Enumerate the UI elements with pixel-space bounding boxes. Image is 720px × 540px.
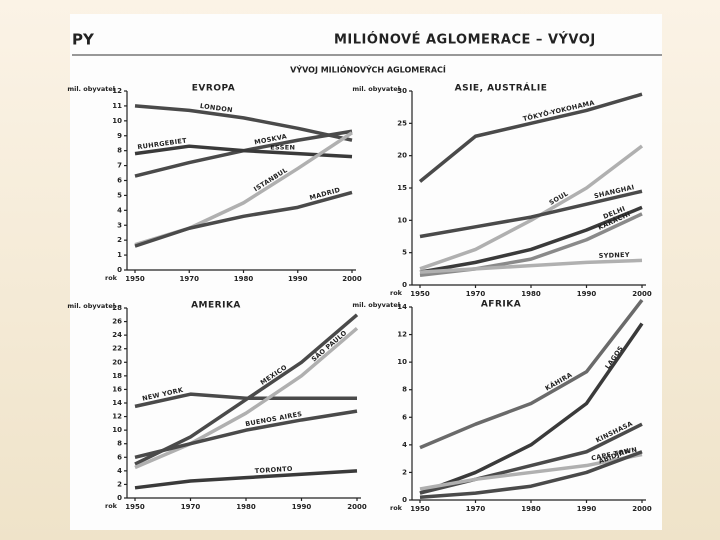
subtitle: VÝVOJ MILIÓNOVÝCH AGLOMERACÍ [290, 64, 446, 75]
y-tick-label: 10 [397, 216, 407, 224]
series-line [134, 190, 353, 248]
y-tick-label: 28 [112, 304, 122, 312]
annotation: ESSEN [270, 144, 295, 152]
y-tick-label: 4 [117, 206, 122, 214]
y-tick-label: 4 [402, 441, 407, 449]
y-tick-label: 12 [112, 87, 122, 95]
x-tick-label: 1980 [234, 275, 254, 283]
scan [70, 14, 662, 530]
y-tick-label: 2 [402, 468, 407, 476]
y-tick-label: 16 [112, 385, 122, 393]
y-tick-label: 5 [117, 191, 122, 199]
panel-title: AFRIKA [481, 300, 521, 310]
x-tick-label: 2000 [342, 275, 362, 283]
y-tick-label: 5 [402, 249, 407, 257]
x-tick-label: 1990 [577, 290, 597, 298]
y-tick-label: 24 [112, 331, 122, 339]
x-tick-label: 1980 [236, 503, 256, 511]
y-tick-label: 1 [117, 251, 122, 259]
y-axis-label: mil. obyvatel [67, 85, 115, 93]
x-tick-label: 1970 [181, 503, 201, 511]
series-line [419, 205, 643, 274]
y-tick-label: 0 [117, 494, 122, 502]
x-tick-label: 1990 [577, 505, 597, 513]
series-line [134, 469, 358, 490]
y-tick-label: 30 [397, 87, 407, 95]
panel-title: AMERIKA [191, 301, 241, 311]
x-tick-label: 1970 [180, 275, 200, 283]
x-tick-label: 1950 [410, 505, 430, 513]
series-line [419, 258, 643, 274]
y-tick-label: 10 [397, 358, 407, 366]
y-tick-label: 12 [112, 413, 122, 421]
x-axis-label: rok [105, 502, 118, 510]
y-tick-label: 8 [117, 440, 122, 448]
series-label: SYDNEY [599, 251, 630, 260]
series-line [134, 104, 353, 142]
y-tick-label: 3 [117, 221, 122, 229]
y-tick-label: 8 [117, 147, 122, 155]
y-tick-label: 6 [402, 413, 407, 421]
y-tick-label: 9 [117, 132, 122, 140]
x-tick-label: 1970 [466, 290, 486, 298]
y-tick-label: 8 [402, 386, 407, 394]
y-axis-label: mil. obyvatel [352, 301, 400, 309]
y-tick-label: 22 [112, 345, 122, 353]
y-tick-label: 0 [117, 266, 122, 274]
x-tick-label: 1950 [125, 503, 145, 511]
series-line [419, 322, 644, 495]
x-tick-label: 1980 [521, 505, 541, 513]
y-axis-label: mil. obyvatel [352, 85, 400, 93]
y-tick-label: 25 [397, 119, 407, 127]
y-tick-label: 7 [117, 162, 122, 170]
y-tick-label: 20 [112, 358, 122, 366]
panel-title: EVROPA [192, 84, 235, 94]
y-tick-label: 2 [117, 480, 122, 488]
x-tick-label: 1980 [521, 290, 541, 298]
series-line [418, 92, 643, 183]
x-tick-label: 2000 [632, 290, 652, 298]
x-tick-label: 2000 [632, 505, 652, 513]
x-axis-label: rok [105, 274, 118, 282]
series-line [419, 144, 644, 271]
series-line [419, 452, 643, 491]
series-line [134, 313, 359, 466]
y-tick-label: 18 [112, 372, 122, 380]
y-tick-label: 11 [112, 102, 122, 110]
x-tick-label: 1950 [125, 275, 145, 283]
x-tick-label: 2000 [347, 503, 367, 511]
series-line [419, 189, 643, 239]
x-axis-label: rok [390, 504, 403, 512]
series-line [134, 327, 359, 470]
y-tick-label: 10 [112, 426, 122, 434]
x-tick-label: 1990 [288, 275, 308, 283]
y-tick-label: 14 [112, 399, 122, 407]
panel-title: ASIE, AUSTRÁLIE [455, 82, 548, 94]
x-tick-label: 1990 [292, 503, 312, 511]
y-tick-label: 20 [397, 152, 407, 160]
y-tick-label: 6 [117, 453, 122, 461]
y-tick-label: 15 [397, 184, 407, 192]
x-tick-label: 1970 [466, 505, 486, 513]
series-label: TORONTO [255, 465, 294, 475]
x-axis-label: rok [390, 289, 403, 297]
y-tick-label: 0 [402, 281, 407, 289]
series-line [419, 299, 644, 450]
series-line [134, 409, 358, 459]
header-left: PY [72, 31, 95, 49]
y-tick-label: 0 [402, 496, 407, 504]
y-tick-label: 2 [117, 236, 122, 244]
header-title: MILIÓNOVÉ AGLOMERACE – VÝVOJ [334, 32, 596, 48]
y-tick-label: 6 [117, 177, 122, 185]
y-tick-label: 14 [397, 303, 407, 311]
y-axis-label: mil. obyvatel [67, 302, 115, 310]
y-tick-label: 12 [397, 331, 407, 339]
y-tick-label: 4 [117, 467, 122, 475]
x-tick-label: 1950 [410, 290, 430, 298]
y-tick-label: 26 [112, 318, 122, 326]
y-tick-label: 10 [112, 117, 122, 125]
series-line [419, 450, 643, 499]
